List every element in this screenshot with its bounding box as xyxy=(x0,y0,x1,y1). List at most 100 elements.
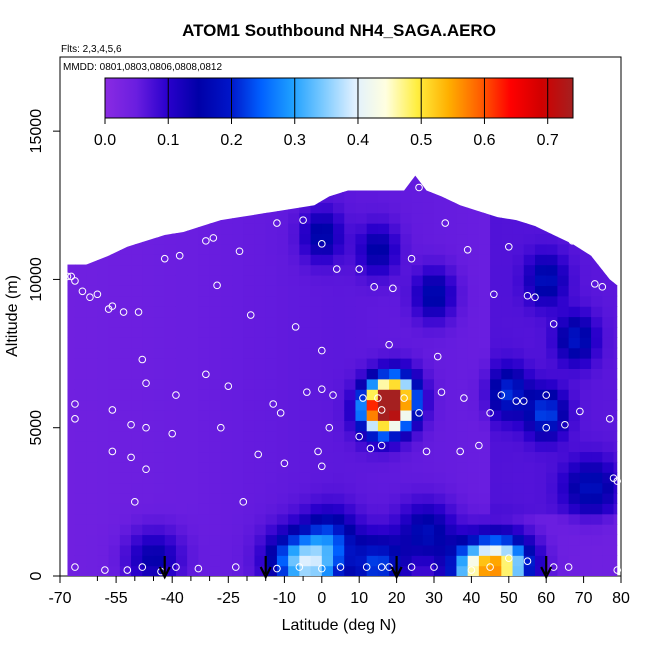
heatmap-cell xyxy=(478,472,491,484)
heatmap-cell xyxy=(67,513,76,525)
heatmap-cell xyxy=(434,399,446,411)
heatmap-cell xyxy=(456,181,469,193)
heatmap-cell xyxy=(602,524,615,536)
heatmap-cell xyxy=(288,430,300,442)
heatmap-cell xyxy=(333,212,345,224)
heatmap-cell xyxy=(220,389,233,401)
heatmap-cell xyxy=(434,243,446,255)
heatmap-cell xyxy=(355,441,368,453)
heatmap-cell xyxy=(119,274,132,286)
heatmap-cell xyxy=(142,175,155,183)
heatmap-cell xyxy=(108,233,121,245)
heatmap-cell xyxy=(411,358,424,369)
heatmap-cell xyxy=(333,191,345,203)
sample-point xyxy=(561,420,569,429)
heatmap-cell xyxy=(198,420,211,432)
heatmap-cell xyxy=(591,534,603,546)
heatmap-cell xyxy=(344,181,357,193)
heatmap-cell xyxy=(389,503,401,515)
heatmap-cell xyxy=(333,544,345,556)
heatmap-cell xyxy=(209,233,222,245)
heatmap-cell xyxy=(243,181,256,193)
heatmap-cell xyxy=(512,191,525,203)
heatmap-cell xyxy=(602,212,615,224)
heatmap-cell xyxy=(534,264,547,276)
heatmap-cell xyxy=(209,461,222,473)
sample-point xyxy=(433,352,442,361)
heatmap-cell xyxy=(400,461,413,473)
heatmap-cell xyxy=(478,524,491,536)
heatmap-cell xyxy=(523,378,536,390)
heatmap-cell xyxy=(355,326,368,338)
heatmap-cell xyxy=(74,378,87,390)
heatmap-cell xyxy=(288,389,300,401)
heatmap-cell xyxy=(501,212,514,224)
sample-point xyxy=(217,423,225,432)
heatmap-cell xyxy=(400,347,413,359)
heatmap-cell xyxy=(411,223,424,235)
heatmap-cell xyxy=(86,461,98,473)
heatmap-cell xyxy=(333,175,345,183)
heatmap-cell xyxy=(355,212,368,224)
heatmap-cell xyxy=(557,316,570,328)
heatmap-cell xyxy=(355,264,368,276)
sample-point xyxy=(318,462,326,471)
heatmap-cell xyxy=(456,555,469,567)
heatmap-cell xyxy=(400,212,413,224)
heatmap-cell xyxy=(86,441,98,453)
heatmap-cell xyxy=(310,175,323,183)
heatmap-cell xyxy=(557,337,570,349)
heatmap-cell xyxy=(512,451,525,463)
heatmap-cell xyxy=(546,243,559,255)
heatmap-cell xyxy=(546,295,559,307)
heatmap-cell xyxy=(131,212,143,224)
heatmap-cell xyxy=(276,451,289,463)
heatmap-cell xyxy=(613,524,618,536)
heatmap-cell xyxy=(557,254,570,266)
heatmap-cell xyxy=(321,420,334,432)
heatmap-cell xyxy=(400,534,413,546)
heatmap-cell xyxy=(153,544,166,556)
heatmap-cell xyxy=(108,295,121,307)
heatmap-cell xyxy=(490,347,502,359)
heatmap-cell xyxy=(254,544,267,556)
heatmap-cell xyxy=(602,461,615,473)
heatmap-cell xyxy=(86,389,98,401)
heatmap-cell xyxy=(299,378,312,390)
y-tick-label: 10000 xyxy=(28,257,45,302)
heatmap-cell xyxy=(557,513,570,525)
sample-point xyxy=(194,564,203,573)
heatmap-cell xyxy=(613,295,618,307)
heatmap-cell xyxy=(164,337,177,349)
heatmap-cell xyxy=(434,337,446,349)
heatmap-cell xyxy=(366,306,379,318)
heatmap-cell xyxy=(400,202,413,214)
heatmap-cell xyxy=(602,441,615,453)
heatmap-cell xyxy=(591,503,603,515)
heatmap-cell xyxy=(321,409,334,421)
heatmap-cell xyxy=(355,175,368,183)
heatmap-cell xyxy=(333,202,345,214)
heatmap-cell xyxy=(254,378,267,390)
heatmap-cell xyxy=(355,347,368,359)
heatmap-cell xyxy=(142,524,155,536)
sample-point xyxy=(460,394,468,402)
heatmap-cell xyxy=(557,264,570,276)
heatmap-cell xyxy=(523,326,536,338)
heatmap-cell xyxy=(86,482,98,494)
heatmap-cell xyxy=(467,482,480,494)
sample-point xyxy=(273,564,281,573)
heatmap-cell xyxy=(220,243,233,255)
heatmap-cell xyxy=(119,399,132,411)
heatmap-cell xyxy=(142,378,155,390)
heatmap-cell xyxy=(534,212,547,224)
heatmap-cell xyxy=(119,358,132,369)
heatmap-cell xyxy=(579,389,592,401)
heatmap-cell xyxy=(501,492,514,504)
heatmap-cell xyxy=(557,212,570,224)
heatmap-cell xyxy=(74,254,87,266)
heatmap-cell xyxy=(209,441,222,453)
heatmap-cell xyxy=(119,191,132,203)
heatmap-cell xyxy=(546,524,559,536)
heatmap-cell xyxy=(534,233,547,245)
